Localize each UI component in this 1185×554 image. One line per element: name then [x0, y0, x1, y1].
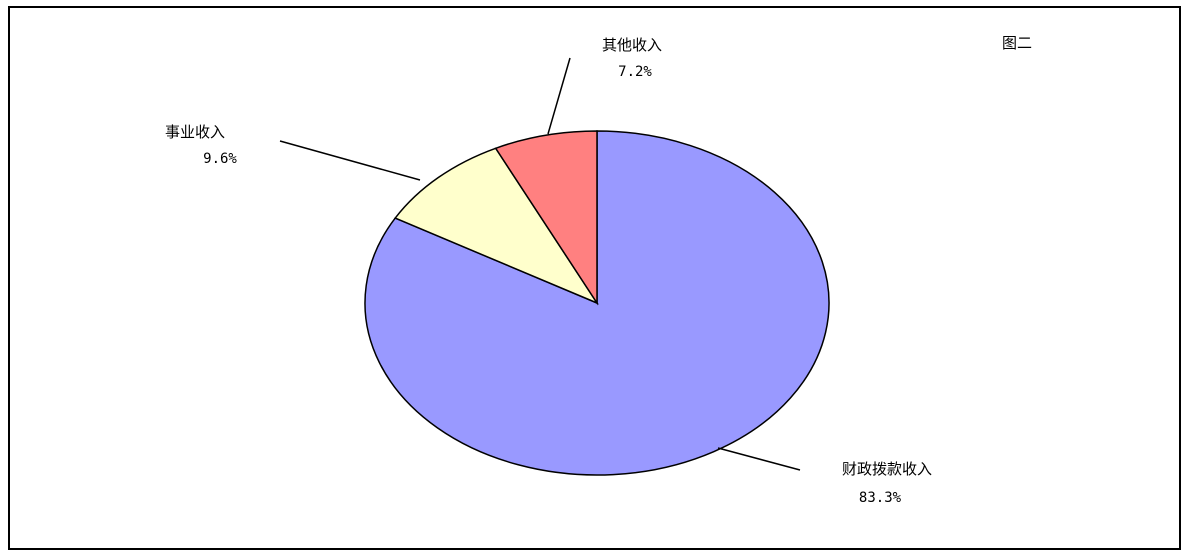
- pie-slice: [394, 147, 599, 305]
- chart-title: 图二: [1002, 34, 1032, 52]
- leader-line: [547, 57, 571, 135]
- slice-value-label: 7.2%: [618, 64, 652, 80]
- leader-lines: [279, 57, 801, 471]
- slice-label: 财政拨款收入: [842, 460, 932, 478]
- pie-slices: [364, 130, 830, 476]
- slice-label: 其他收入: [602, 36, 662, 54]
- leader-line: [279, 140, 421, 181]
- slice-label: 事业收入: [165, 123, 225, 141]
- slice-value-label: 9.6%: [203, 151, 237, 167]
- pie-slice: [494, 130, 598, 306]
- slice-labels: 财政拨款收入 83.3% 事业收入 9.6% 其他收入 7.2%: [165, 36, 932, 506]
- slice-value-label: 83.3%: [859, 490, 902, 506]
- leader-line: [717, 447, 801, 471]
